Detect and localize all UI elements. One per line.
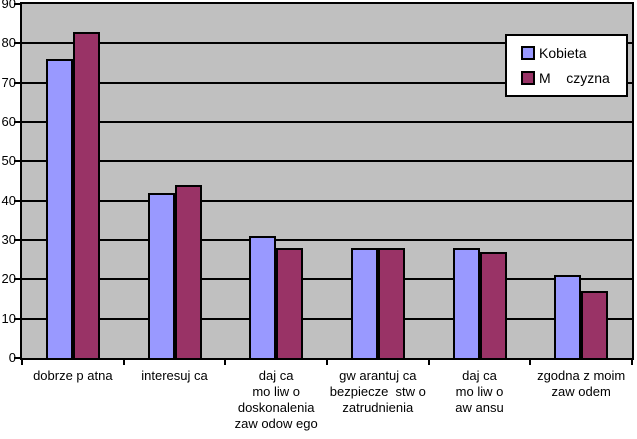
bar-mezczyzna-4 bbox=[479, 252, 507, 358]
x-axis-tick bbox=[122, 360, 125, 365]
category-label-5: zgodna z moim zaw odem bbox=[516, 368, 637, 400]
x-axis-tick bbox=[326, 360, 328, 365]
gridline-10 bbox=[22, 317, 632, 320]
y-axis-label-10: 10 bbox=[1, 310, 16, 326]
x-axis-tick bbox=[631, 360, 633, 365]
legend-item-kobieta: Kobieta bbox=[521, 45, 626, 61]
category-label-0: dobrze p atna bbox=[8, 368, 138, 384]
category-label-line: bezpiecze stw o bbox=[329, 384, 426, 399]
legend: Kobieta M czyzna bbox=[505, 34, 628, 97]
y-axis-label-70: 70 bbox=[1, 74, 16, 90]
y-axis-tick bbox=[14, 278, 20, 281]
y-axis-label-0: 0 bbox=[8, 350, 16, 365]
gridline-50 bbox=[22, 160, 632, 163]
x-axis-tick bbox=[427, 360, 430, 365]
category-label-1: interesuj ca bbox=[110, 368, 240, 384]
y-axis-label-30: 30 bbox=[1, 232, 16, 247]
category-label-line: daj ca bbox=[462, 368, 497, 383]
legend-swatch-kobieta bbox=[521, 45, 535, 60]
category-label-line: dobrze p atna bbox=[33, 368, 113, 383]
y-axis-tick bbox=[14, 3, 20, 5]
y-axis-label-40: 40 bbox=[1, 192, 16, 208]
category-label-line: daj ca bbox=[258, 368, 294, 383]
category-label-2: daj ca mo liw o doskonalenia zaw odow ego bbox=[211, 368, 341, 432]
category-label-line: zatrudnienia bbox=[342, 400, 414, 415]
category-label-line: zgodna z moim bbox=[537, 368, 626, 383]
legend-label-kobieta: Kobieta bbox=[539, 44, 587, 61]
category-label-line: gw arantuj ca bbox=[339, 368, 417, 383]
category-label-line: interesuj ca bbox=[141, 368, 208, 383]
x-axis-tick bbox=[21, 360, 23, 365]
y-axis-tick bbox=[14, 317, 20, 320]
y-axis-label-80: 80 bbox=[1, 35, 16, 51]
legend-label-mezczyzna: M czyzna bbox=[539, 70, 610, 87]
gridline-80 bbox=[22, 42, 632, 45]
category-label-line: zaw odem bbox=[551, 384, 611, 399]
y-axis-label-90: 90 bbox=[1, 0, 16, 11]
bar-mezczyzna-1 bbox=[174, 185, 202, 358]
y-axis-tick bbox=[14, 160, 20, 163]
y-axis-label-60: 60 bbox=[1, 114, 16, 129]
y-axis-tick bbox=[14, 199, 20, 202]
gridline-30 bbox=[22, 239, 632, 241]
bar-kobieta-1 bbox=[147, 193, 175, 358]
legend-swatch-mezczyzna bbox=[521, 71, 535, 86]
bar-mezczyzna-2 bbox=[276, 248, 304, 358]
gridline-40 bbox=[22, 199, 632, 202]
y-axis-tick bbox=[14, 81, 20, 84]
bar-mezczyzna-5 bbox=[581, 291, 609, 358]
bar-mezczyzna-0 bbox=[72, 32, 100, 358]
y-axis-tick bbox=[14, 239, 20, 241]
bar-kobieta-3 bbox=[350, 248, 378, 358]
y-axis-tick bbox=[14, 42, 20, 45]
category-label-line: aw ansu bbox=[455, 400, 504, 415]
y-axis-label-20: 20 bbox=[1, 271, 16, 287]
bar-kobieta-5 bbox=[554, 275, 582, 358]
y-axis-tick bbox=[14, 121, 20, 123]
category-label-line: mo liw o bbox=[455, 384, 504, 399]
legend-item-mezczyzna: M czyzna bbox=[521, 70, 626, 86]
y-axis-tick bbox=[14, 357, 20, 359]
category-label-3: gw arantuj ca bezpiecze stw o zatrudnienia bbox=[313, 368, 443, 416]
x-axis-tick bbox=[224, 360, 227, 365]
gridline-20 bbox=[22, 278, 632, 281]
x-axis-tick bbox=[529, 360, 532, 365]
gridline-60 bbox=[22, 121, 632, 123]
category-label-line: mo liw o bbox=[252, 384, 300, 399]
bar-kobieta-4 bbox=[452, 248, 480, 358]
bar-kobieta-2 bbox=[249, 236, 277, 358]
category-label-line: zaw odow ego bbox=[234, 416, 318, 431]
bar-mezczyzna-3 bbox=[377, 248, 405, 358]
category-label-4: daj ca mo liw o aw ansu bbox=[415, 368, 545, 416]
y-axis-label-50: 50 bbox=[1, 153, 16, 169]
category-label-line: doskonalenia bbox=[237, 400, 315, 415]
gridline-70 bbox=[22, 81, 632, 84]
bar-kobieta-0 bbox=[45, 59, 73, 358]
